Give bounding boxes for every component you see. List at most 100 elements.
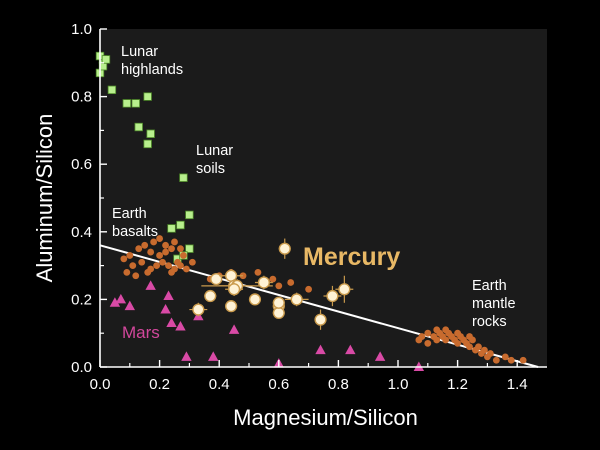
annotation-label: Mercury xyxy=(303,243,400,271)
mercury-marker xyxy=(248,293,262,306)
earth-point xyxy=(418,333,426,340)
earth-point xyxy=(162,248,169,256)
mercury-marker xyxy=(326,289,339,303)
earth-point xyxy=(466,343,473,351)
earth-point xyxy=(165,262,172,269)
earth-point xyxy=(254,268,262,276)
earth-point xyxy=(153,262,161,269)
mercury-marker xyxy=(338,283,351,296)
y-tick-label: 0.4 xyxy=(71,224,92,241)
mercury-point xyxy=(272,306,285,320)
earth-point xyxy=(454,329,461,337)
lunar-point xyxy=(167,224,176,233)
annotation-label: Lunar soils xyxy=(196,143,233,177)
lunar-point xyxy=(185,244,194,253)
mercury-point xyxy=(225,282,244,297)
annotation-label: Lunar highlands xyxy=(121,44,183,78)
mercury-point xyxy=(248,293,262,306)
earth-point xyxy=(424,329,432,337)
mercury-point xyxy=(204,289,217,303)
mars-point xyxy=(109,297,121,307)
earth-point xyxy=(168,245,175,253)
earth-point xyxy=(305,285,312,293)
mars-point xyxy=(145,280,156,290)
mercury-marker xyxy=(278,242,291,255)
earth-point xyxy=(269,275,277,283)
y-tick-label: 0.8 xyxy=(71,89,92,106)
mercury-marker xyxy=(272,296,285,309)
earth-point xyxy=(475,343,482,351)
mars-point xyxy=(163,290,174,301)
annotation-label: Mars xyxy=(122,323,160,342)
mercury-marker xyxy=(290,293,303,306)
mercury-point xyxy=(314,309,327,330)
mars-point xyxy=(315,344,326,355)
mercury-point xyxy=(219,268,244,283)
mars-point xyxy=(374,351,386,361)
mercury-marker xyxy=(314,313,327,326)
lunar-point xyxy=(101,55,111,64)
y-axis-title: Aluminum/Silicon xyxy=(32,114,57,283)
annotations: Lunar highlands Lunar soils Earth basalts Merc… xyxy=(112,44,516,342)
earth-point xyxy=(486,350,494,357)
earth-point xyxy=(519,356,527,364)
x-tick-label: 0.4 xyxy=(209,376,230,393)
x-tick-label: 1.0 xyxy=(388,376,409,393)
mars-point xyxy=(228,324,240,334)
earth-point xyxy=(135,245,143,253)
earth-point xyxy=(424,339,432,347)
chart-marks xyxy=(95,51,539,371)
earth-point xyxy=(454,339,461,347)
x-axis-title: Magnesium/Silicon xyxy=(233,405,418,430)
axes: 0.0 0.2 0.4 0.6 0.8 1.0 1.2 1.4 0.0 0.2 0.4 0.6 0.8 1… xyxy=(71,21,547,393)
lunar-point xyxy=(107,85,117,95)
mercury-marker xyxy=(225,269,238,282)
earth-point xyxy=(138,258,146,266)
mercury-point xyxy=(335,275,354,303)
earth-point xyxy=(129,262,137,269)
lunar-point xyxy=(131,99,140,108)
mercury-point xyxy=(284,292,309,307)
x-tick-label: 0.0 xyxy=(90,376,111,393)
earth-point xyxy=(174,258,181,266)
x-tick-label: 1.4 xyxy=(507,376,528,393)
earth-point xyxy=(492,356,500,364)
y-tick-label: 1.0 xyxy=(71,21,92,38)
earth-point xyxy=(159,258,166,266)
lunar-point xyxy=(143,139,152,149)
earth-point xyxy=(156,252,164,259)
earth-point xyxy=(481,346,488,354)
earth-point xyxy=(188,258,196,266)
earth-point xyxy=(507,356,515,364)
earth-point xyxy=(287,279,295,286)
mars-point xyxy=(160,304,171,314)
mercury-marker xyxy=(204,289,217,303)
mars-point xyxy=(175,320,186,331)
mercury-marker xyxy=(228,283,241,296)
earth-point xyxy=(183,265,190,273)
earth-point xyxy=(442,326,450,334)
earth-point xyxy=(171,238,178,246)
mars-point xyxy=(345,344,356,355)
mercury-point xyxy=(189,302,208,317)
earth-point xyxy=(141,241,149,249)
earth-point xyxy=(126,252,134,259)
earth-point xyxy=(156,235,164,242)
mercury-marker xyxy=(257,276,271,289)
y-tick-label: 0.6 xyxy=(71,156,92,173)
plot-area xyxy=(100,29,547,367)
x-tick-label: 0.2 xyxy=(149,376,170,393)
mars-point xyxy=(166,317,177,328)
mercury-point xyxy=(210,273,223,286)
mars-point xyxy=(124,300,135,311)
mars-point xyxy=(181,351,192,361)
lunar-point xyxy=(134,122,143,132)
earth-point xyxy=(433,336,441,344)
mercury-point xyxy=(278,238,291,259)
earth-point xyxy=(162,241,169,249)
lunar-point xyxy=(146,129,155,138)
earth-point xyxy=(501,353,509,361)
earth-point xyxy=(433,326,441,334)
mars-point xyxy=(115,293,127,304)
earth-point xyxy=(442,336,450,344)
